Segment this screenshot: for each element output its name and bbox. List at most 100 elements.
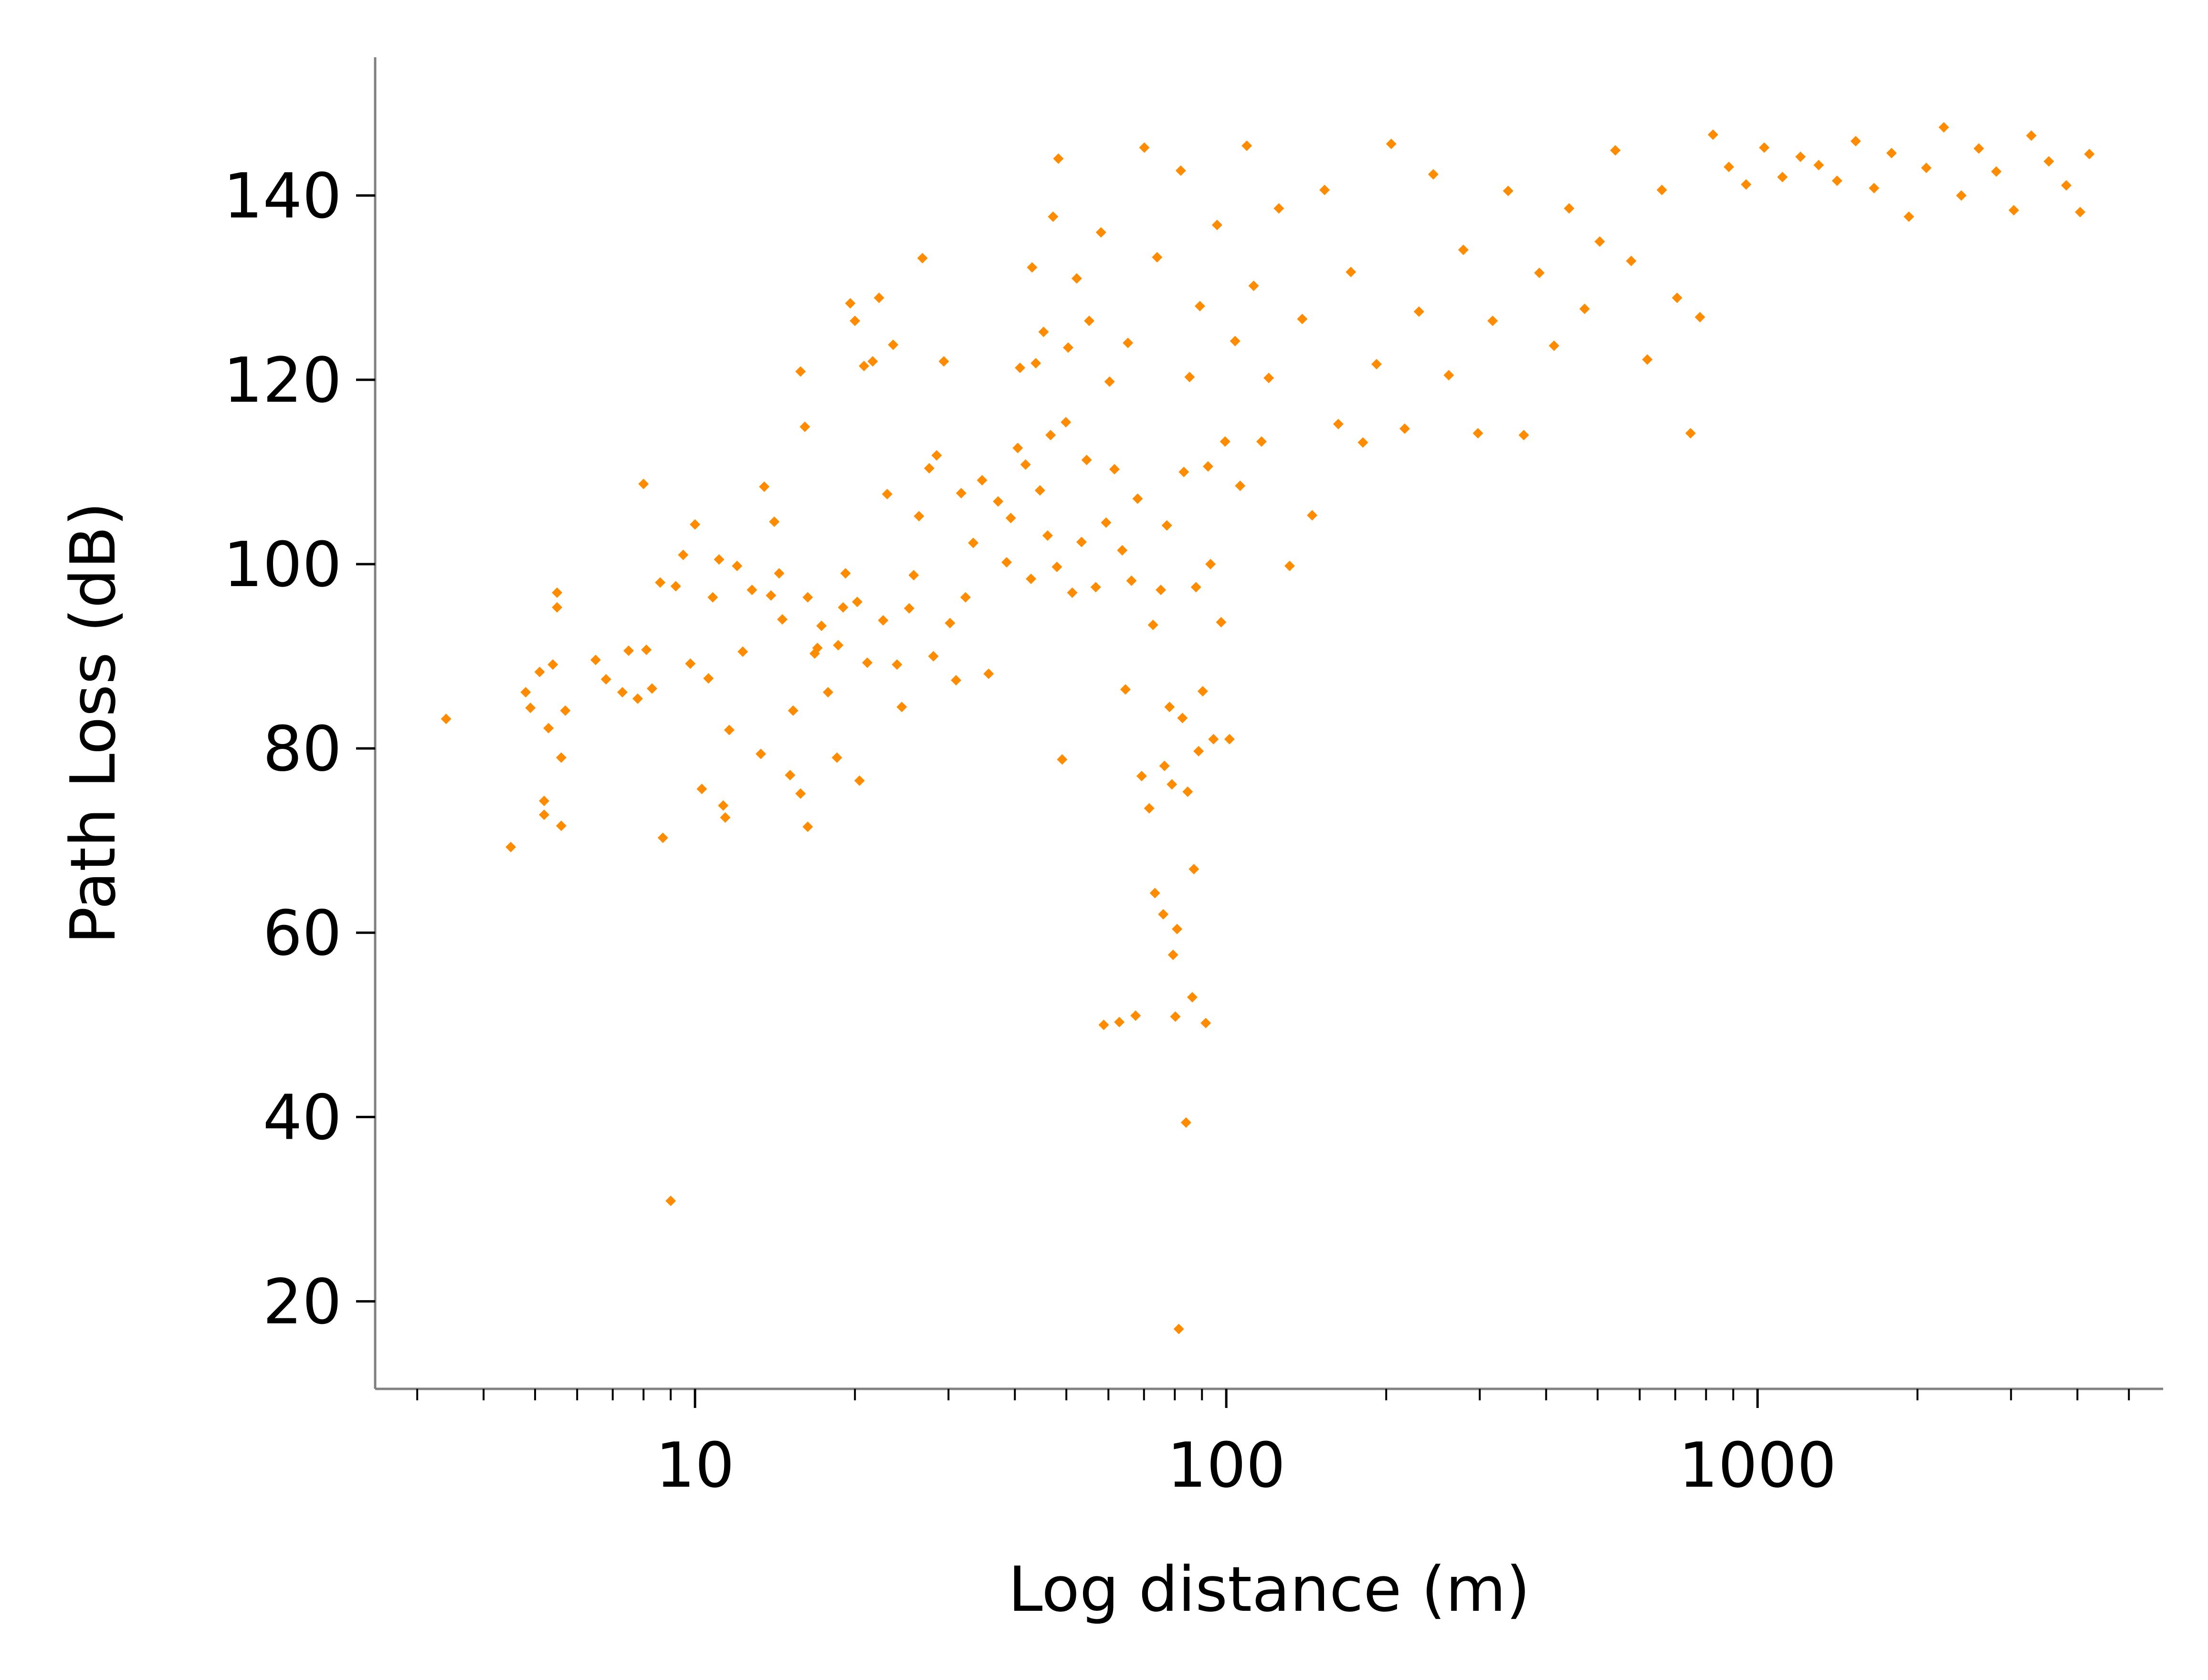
data-point — [774, 568, 785, 579]
data-point — [1707, 129, 1718, 140]
data-point — [1564, 203, 1575, 214]
data-point — [1193, 746, 1204, 756]
data-point — [1190, 582, 1201, 593]
data-point — [1172, 924, 1183, 934]
data-point — [1357, 437, 1368, 448]
data-point — [799, 421, 810, 432]
data-point — [816, 620, 827, 631]
data-point — [1161, 520, 1172, 531]
data-point — [707, 592, 718, 603]
data-point — [1503, 185, 1514, 196]
data-point — [1256, 436, 1267, 447]
data-point — [833, 640, 844, 651]
data-point — [556, 752, 567, 763]
data-point — [1220, 436, 1230, 447]
data-point — [977, 475, 988, 486]
data-point — [1170, 1011, 1181, 1022]
data-point — [1030, 358, 1041, 369]
data-point — [852, 597, 863, 608]
data-point — [938, 356, 949, 367]
data-point — [714, 554, 725, 565]
data-point — [1045, 430, 1056, 441]
data-point — [928, 651, 939, 662]
data-point — [993, 496, 1004, 507]
y-tick-label: 60 — [263, 897, 342, 969]
data-point — [983, 668, 994, 679]
data-point — [1098, 1019, 1109, 1030]
data-point — [600, 674, 611, 685]
data-point — [2008, 205, 2019, 216]
data-point — [1197, 686, 1208, 697]
data-point — [1167, 949, 1178, 960]
data-point — [769, 516, 780, 527]
data-point — [882, 489, 893, 500]
data-point — [755, 748, 766, 759]
data-point — [862, 657, 873, 668]
data-point — [560, 705, 571, 716]
data-point — [1579, 304, 1590, 315]
plot-points — [441, 122, 2095, 1334]
y-tick-label: 120 — [223, 344, 342, 417]
data-point — [960, 592, 971, 603]
data-point — [1175, 165, 1186, 176]
data-point — [1015, 362, 1026, 373]
data-point — [1458, 244, 1469, 255]
data-point — [822, 687, 833, 698]
data-point — [1487, 315, 1498, 326]
data-point — [854, 775, 865, 786]
data-point — [759, 481, 770, 492]
data-point — [1104, 376, 1115, 387]
y-tick-label: 100 — [223, 528, 342, 601]
y-axis-label: Path Loss (dB) — [57, 502, 129, 945]
data-point — [441, 714, 452, 724]
data-point — [1248, 280, 1259, 291]
x-axis-label: Log distance (m) — [1008, 1553, 1530, 1626]
data-point — [1795, 151, 1806, 162]
axes — [374, 57, 2163, 1390]
data-point — [1126, 575, 1137, 586]
data-point — [795, 366, 806, 377]
data-point — [1831, 175, 1842, 186]
data-point — [1371, 358, 1382, 369]
data-point — [665, 1196, 676, 1207]
data-point — [785, 770, 796, 781]
data-point — [1053, 153, 1064, 164]
data-point — [685, 658, 696, 669]
data-point — [812, 642, 823, 653]
data-point — [917, 252, 928, 263]
data-point — [873, 292, 884, 303]
data-point — [802, 592, 813, 603]
ticks: 10 100 1000 20 40 60 80 100 120 140 — [223, 160, 2130, 1502]
data-point — [845, 298, 856, 309]
data-point — [859, 360, 870, 371]
data-point — [632, 693, 643, 704]
y-tick-label: 20 — [263, 1266, 342, 1338]
data-point — [1042, 530, 1053, 541]
data-point — [1164, 702, 1175, 713]
data-point — [1177, 713, 1188, 724]
y-tick-label: 40 — [263, 1081, 342, 1154]
data-point — [1518, 430, 1529, 441]
data-point — [1235, 480, 1246, 491]
data-point — [951, 675, 962, 686]
data-point — [1205, 558, 1216, 569]
data-point — [838, 602, 849, 613]
data-point — [908, 570, 919, 581]
data-point — [525, 703, 536, 714]
data-point — [892, 659, 903, 670]
data-point — [737, 646, 748, 657]
data-point — [1443, 370, 1454, 381]
data-point — [1202, 461, 1213, 472]
data-point — [1297, 314, 1308, 325]
data-point — [1062, 342, 1073, 353]
data-point — [1095, 227, 1106, 238]
data-point — [1685, 428, 1696, 439]
data-point — [1694, 312, 1705, 323]
data-point — [1200, 1018, 1211, 1029]
data-point — [1656, 185, 1667, 196]
data-point — [1067, 587, 1078, 598]
data-point — [1109, 464, 1120, 475]
data-point — [547, 659, 558, 670]
data-point — [945, 618, 956, 629]
data-point — [795, 788, 806, 799]
